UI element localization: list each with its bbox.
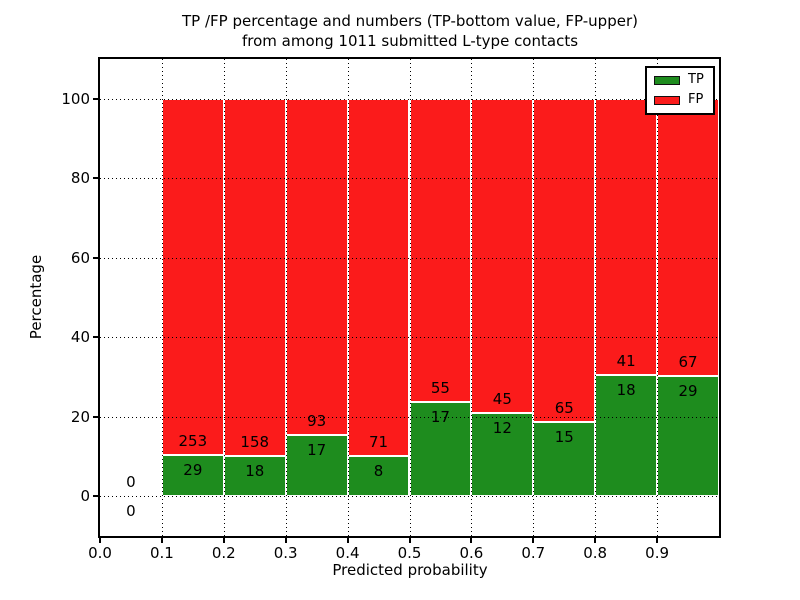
- y-tick: [93, 177, 98, 180]
- fp-count-label: 41: [616, 351, 636, 370]
- x-tick-label: 0.5: [397, 544, 422, 562]
- x-tick-label: 0.9: [645, 544, 670, 562]
- fp-count-label: 93: [307, 411, 327, 430]
- x-tick-label: 0.3: [273, 544, 298, 562]
- legend-item-tp: TP: [654, 73, 706, 87]
- tp-count-label: 12: [492, 418, 512, 437]
- y-tick-label: 20: [70, 407, 90, 426]
- bar-tp-segment: [595, 374, 658, 497]
- x-tick: [222, 538, 225, 543]
- x-tick: [284, 538, 287, 543]
- tp-legend-swatch: [654, 75, 680, 85]
- fp-count-label: 158: [240, 432, 270, 451]
- bar-tp-segment: [161, 455, 224, 497]
- x-gridline: [533, 59, 535, 536]
- bar-fp-segment: [471, 98, 534, 413]
- bar-tp-segment: [347, 455, 410, 497]
- bar-fp-segment: [657, 98, 719, 377]
- x-tick-label: 0.7: [521, 544, 546, 562]
- x-tick-label: 0.2: [211, 544, 236, 562]
- x-tick-label: 0.1: [149, 544, 174, 562]
- bar-fp-segment: [533, 98, 596, 422]
- x-axis-label: Predicted probability: [332, 561, 488, 579]
- bar-fp-segment: [161, 98, 224, 456]
- tp-count-label: 29: [183, 461, 203, 480]
- tp-count-label: 0: [126, 502, 136, 521]
- x-tick-label: 0.0: [88, 544, 112, 562]
- x-tick-label: 0.8: [583, 544, 608, 562]
- y-tick-label: 80: [70, 169, 90, 188]
- x-tick: [656, 538, 659, 543]
- y-axis-label: Percentage: [27, 254, 45, 340]
- plot-area: 0 0 253 29 158 18 93 17 71 8 55 17 45 12 65 15 41 18 67 29 0…: [61, 59, 719, 562]
- x-gridline: [409, 59, 411, 536]
- y-tick: [93, 415, 98, 418]
- x-gridline: [223, 59, 225, 536]
- legend-item-fp: FP: [654, 93, 706, 107]
- x-gridline: [161, 59, 163, 536]
- x-gridline: [471, 59, 473, 536]
- tp-count-label: 18: [245, 461, 265, 480]
- y-tick-label: 0: [80, 487, 90, 506]
- chart-title: TP /FP percentage and numbers (TP-bottom…: [100, 11, 720, 51]
- bar-fp-segment: [285, 98, 348, 435]
- y-tick: [93, 256, 98, 259]
- fp-count-label: 71: [369, 432, 389, 451]
- legend: TP FP: [645, 66, 715, 115]
- tp-legend-label: TP: [688, 72, 704, 87]
- x-tick: [470, 538, 473, 543]
- x-gridline: [285, 59, 287, 536]
- x-tick-label: 0.6: [459, 544, 484, 562]
- bar-fp-segment: [409, 98, 472, 403]
- fp-count-label: 45: [492, 389, 512, 408]
- tp-count-label: 29: [678, 382, 698, 401]
- fp-count-label: 253: [178, 432, 208, 451]
- y-tick-label: 40: [70, 328, 90, 347]
- tp-count-label: 8: [373, 461, 384, 480]
- x-tick-label: 0.4: [335, 544, 360, 562]
- tp-count-label: 18: [616, 380, 636, 399]
- fp-count-label: 67: [678, 353, 698, 372]
- fp-legend-label: FP: [688, 92, 704, 107]
- y-tick: [93, 495, 98, 498]
- x-tick: [99, 538, 101, 543]
- x-gridline: [657, 59, 659, 536]
- x-gridline: [347, 59, 349, 536]
- x-tick: [160, 538, 163, 543]
- y-tick-label: 100: [61, 89, 90, 108]
- tp-count-label: 17: [430, 408, 450, 427]
- y-tick: [93, 336, 98, 339]
- bar-fp-segment: [223, 98, 286, 456]
- x-gridline: [595, 59, 597, 536]
- x-tick: [346, 538, 349, 543]
- fp-legend-swatch: [654, 95, 680, 105]
- chart-title-line1: TP /FP percentage and numbers (TP-bottom…: [182, 12, 638, 30]
- x-tick: [408, 538, 411, 543]
- chart-title-line2: from among 1011 submitted L-type contact…: [241, 32, 579, 50]
- fp-count-label: 65: [554, 398, 574, 417]
- tp-count-label: 15: [554, 427, 574, 446]
- bar-fp-segment: [595, 98, 658, 375]
- y-tick: [93, 97, 98, 100]
- bar-tp-segment: [223, 455, 286, 497]
- x-tick: [594, 538, 597, 543]
- x-tick: [532, 538, 535, 543]
- y-tick-label: 60: [70, 248, 90, 267]
- bar-tp-segment: [471, 412, 534, 497]
- tp-count-label: 17: [307, 440, 327, 459]
- fp-count-label: 0: [126, 473, 136, 492]
- fp-count-label: 55: [430, 379, 450, 398]
- bar-fp-segment: [347, 98, 410, 456]
